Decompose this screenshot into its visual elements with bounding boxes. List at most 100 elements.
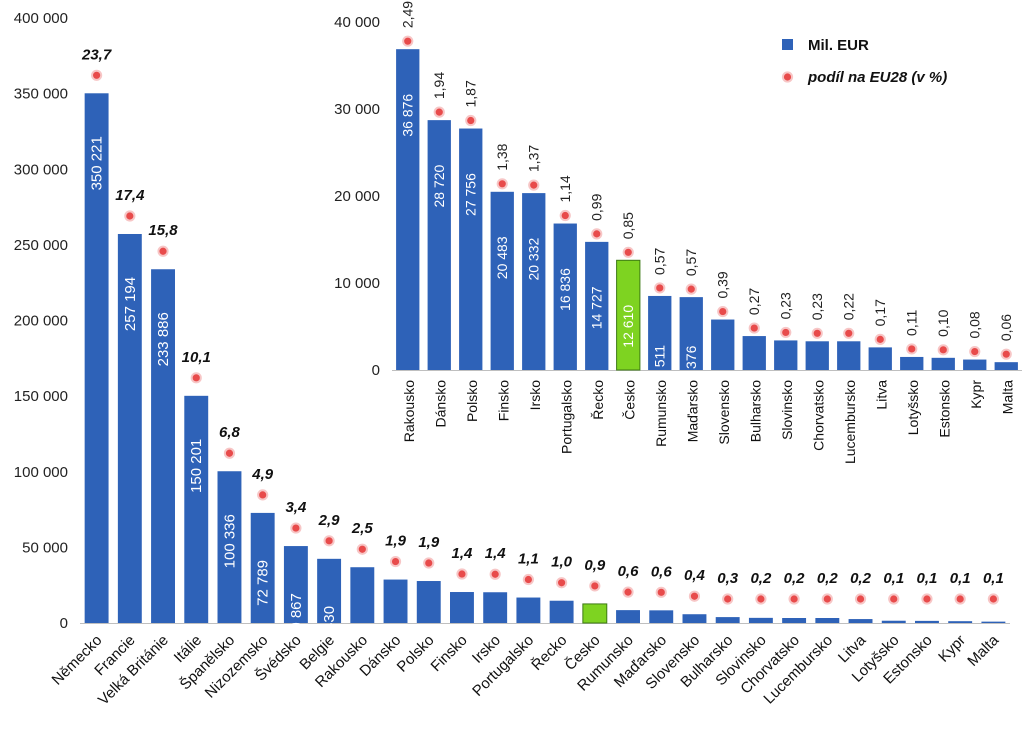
bar — [948, 621, 973, 623]
share-label: 2,49 — [400, 1, 416, 28]
bar — [648, 295, 672, 370]
x-tick-label: Česko — [621, 380, 637, 420]
share-marker — [559, 209, 571, 222]
share-label: 0,6 — [651, 563, 673, 580]
share-marker — [157, 245, 169, 257]
x-tick-label: Chorvatsko — [810, 380, 826, 451]
bar — [151, 269, 175, 623]
bar — [931, 357, 955, 370]
bar-value-label: 350 221 — [89, 136, 106, 190]
bar-value-label: 20 483 — [494, 236, 510, 279]
bar — [981, 621, 1006, 623]
bar-value-label: 257 194 — [122, 277, 139, 331]
bar-value-label: 72 789 — [255, 560, 272, 606]
share-marker — [685, 283, 697, 295]
bar — [679, 297, 703, 370]
share-label: 1,4 — [452, 545, 474, 562]
bar — [84, 93, 109, 623]
share-label: 0,1 — [917, 570, 938, 587]
x-tick-label: Litva — [873, 380, 889, 410]
share-marker — [389, 555, 402, 568]
bar — [117, 233, 142, 623]
share-label: 6,8 — [219, 424, 241, 441]
x-tick-label: Slovensko — [716, 380, 732, 445]
share-marker — [257, 489, 269, 501]
share-marker — [888, 593, 900, 605]
bar — [416, 581, 441, 623]
share-label: 1,94 — [431, 72, 447, 99]
bar — [396, 49, 420, 370]
share-label: 1,1 — [518, 551, 539, 568]
share-label: 0,3 — [717, 570, 739, 587]
bar — [963, 359, 987, 370]
share-marker — [717, 305, 729, 318]
x-tick-label: Kypr — [935, 632, 969, 666]
y-tick-label: 40 000 — [334, 14, 380, 31]
share-marker — [937, 344, 949, 356]
y-tick-label: 100 000 — [14, 464, 68, 481]
legend-bar-swatch — [782, 39, 793, 50]
x-tick-label: Řecko — [528, 632, 570, 674]
x-tick-label: Malta — [964, 631, 1002, 669]
share-label: 1,14 — [557, 175, 573, 202]
share-marker — [622, 246, 634, 258]
share-label: 17,4 — [115, 187, 145, 204]
share-marker — [290, 522, 302, 534]
y-tick-label: 50 000 — [22, 539, 68, 556]
share-marker — [528, 179, 540, 191]
bar — [585, 241, 609, 370]
bar — [184, 395, 209, 623]
share-marker — [987, 593, 999, 605]
share-label: 15,8 — [148, 222, 178, 239]
share-marker — [496, 178, 508, 190]
share-label: 0,11 — [904, 310, 920, 336]
bar — [383, 579, 408, 623]
bar — [217, 471, 242, 623]
share-marker — [124, 210, 136, 222]
bar-value-label: 14 727 — [589, 286, 605, 329]
share-label: 1,87 — [463, 80, 479, 107]
share-marker — [688, 590, 701, 602]
bar-value-label: 233 886 — [155, 312, 172, 366]
bar — [742, 336, 766, 370]
x-tick-label: Kypr — [968, 380, 984, 409]
share-label: 0,4 — [684, 567, 706, 584]
inset-bar-chart: 0 10 000 20 000 30 000 40 000 36 876 2,49 Rakou… — [320, 0, 1026, 490]
share-label: 0,85 — [620, 212, 636, 239]
x-tick-label: Lotyšsko — [905, 380, 921, 435]
bar — [582, 603, 608, 624]
share-marker — [755, 593, 767, 605]
share-marker — [622, 586, 634, 598]
share-label: 0,1 — [883, 570, 904, 587]
share-label: 0,27 — [746, 288, 762, 315]
share-label: 0,10 — [935, 309, 951, 336]
bar — [427, 120, 451, 370]
bar — [616, 610, 640, 623]
bar — [483, 592, 508, 623]
legend: Mil. EUR podíl na EU28 (v %) — [781, 37, 947, 86]
share-marker — [748, 322, 760, 334]
bar — [490, 191, 514, 370]
bar — [837, 341, 861, 370]
y-tick-label: 400 000 — [14, 10, 68, 27]
y-tick-label: 20 000 — [334, 188, 380, 205]
share-marker — [874, 333, 886, 345]
y-tick-label: 0 — [372, 362, 380, 379]
share-label: 3,4 — [285, 499, 307, 516]
legend-marker-label: podíl na EU28 (v %) — [807, 69, 947, 86]
share-marker — [489, 568, 501, 580]
share-marker — [1000, 348, 1012, 360]
share-label: 0,2 — [784, 570, 806, 587]
bar — [616, 259, 641, 371]
share-label: 1,37 — [526, 145, 542, 172]
share-label: 0,2 — [750, 570, 772, 587]
share-marker — [811, 327, 823, 339]
x-tick-label: Polsko — [464, 380, 480, 422]
share-label: 2,5 — [351, 520, 374, 537]
share-label: 10,1 — [182, 349, 211, 366]
bar — [868, 347, 892, 370]
bar — [994, 362, 1018, 370]
share-label: 0,1 — [950, 570, 971, 587]
share-marker — [423, 557, 435, 569]
bar — [748, 617, 773, 623]
